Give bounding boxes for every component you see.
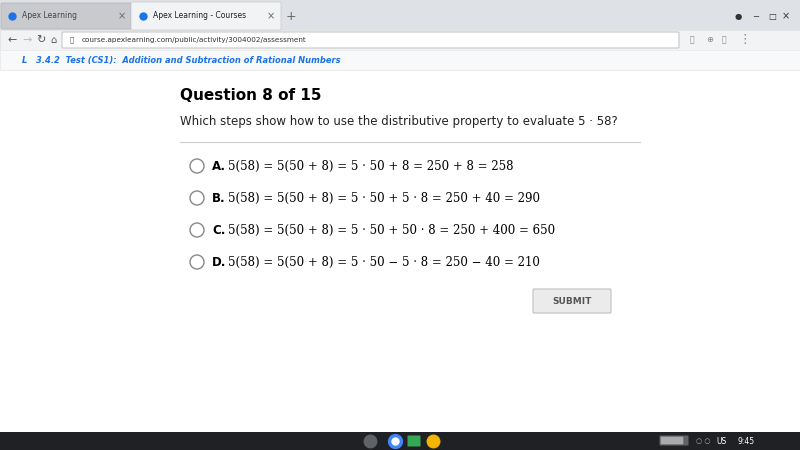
Text: B.: B. <box>212 192 226 204</box>
FancyBboxPatch shape <box>661 436 683 444</box>
FancyBboxPatch shape <box>407 436 421 446</box>
Text: US: US <box>716 436 726 446</box>
Text: +: + <box>286 9 297 22</box>
Text: 👤: 👤 <box>722 36 726 45</box>
Text: ×: × <box>118 11 126 21</box>
Text: Apex Learning - Courses: Apex Learning - Courses <box>153 12 246 21</box>
Text: →: → <box>22 35 31 45</box>
FancyBboxPatch shape <box>533 289 611 313</box>
Text: L   3.4.2  Test (CS1):  Addition and Subtraction of Rational Numbers: L 3.4.2 Test (CS1): Addition and Subtrac… <box>22 55 341 64</box>
FancyBboxPatch shape <box>0 0 800 30</box>
Text: C.: C. <box>212 224 226 237</box>
Text: Question 8 of 15: Question 8 of 15 <box>180 87 322 103</box>
Text: 🔒: 🔒 <box>70 37 74 43</box>
Text: 5(58) = 5(50 + 8) = 5 · 50 − 5 · 8 = 250 − 40 = 210: 5(58) = 5(50 + 8) = 5 · 50 − 5 · 8 = 250… <box>228 256 540 269</box>
Text: ○ ○: ○ ○ <box>696 438 710 444</box>
Text: ●: ● <box>735 12 742 21</box>
Text: ↻: ↻ <box>36 35 46 45</box>
Text: course.apexlearning.com/public/activity/3004002/assessment: course.apexlearning.com/public/activity/… <box>82 37 306 43</box>
Text: 5(58) = 5(50 + 8) = 5 · 50 + 50 · 8 = 250 + 400 = 650: 5(58) = 5(50 + 8) = 5 · 50 + 50 · 8 = 25… <box>228 224 555 237</box>
Text: ⌂: ⌂ <box>50 35 56 45</box>
Text: □: □ <box>768 12 776 21</box>
Text: A.: A. <box>212 159 226 172</box>
Text: SUBMIT: SUBMIT <box>552 297 592 306</box>
FancyBboxPatch shape <box>659 436 689 446</box>
Text: D.: D. <box>212 256 226 269</box>
FancyBboxPatch shape <box>0 30 800 50</box>
Text: 5(58) = 5(50 + 8) = 5 · 50 + 5 · 8 = 250 + 40 = 290: 5(58) = 5(50 + 8) = 5 · 50 + 5 · 8 = 250… <box>228 192 540 204</box>
Text: Apex Learning: Apex Learning <box>22 12 77 21</box>
Text: ×: × <box>267 11 275 21</box>
FancyBboxPatch shape <box>62 32 679 48</box>
Text: 9:45: 9:45 <box>737 436 754 446</box>
Text: Which steps show how to use the distributive property to evaluate 5 · 58?: Which steps show how to use the distribu… <box>180 116 618 129</box>
Text: ⋮: ⋮ <box>738 33 750 46</box>
FancyBboxPatch shape <box>0 432 800 450</box>
Text: ─: ─ <box>753 12 758 21</box>
Text: ⊕: ⊕ <box>706 36 713 45</box>
FancyBboxPatch shape <box>1 3 131 29</box>
FancyBboxPatch shape <box>0 50 800 70</box>
Text: ⭐: ⭐ <box>690 36 694 45</box>
Text: ×: × <box>782 11 790 21</box>
FancyBboxPatch shape <box>131 2 281 30</box>
FancyBboxPatch shape <box>0 50 800 450</box>
Text: ←: ← <box>8 35 18 45</box>
Text: 5(58) = 5(50 + 8) = 5 · 50 + 8 = 250 + 8 = 258: 5(58) = 5(50 + 8) = 5 · 50 + 8 = 250 + 8… <box>228 159 514 172</box>
